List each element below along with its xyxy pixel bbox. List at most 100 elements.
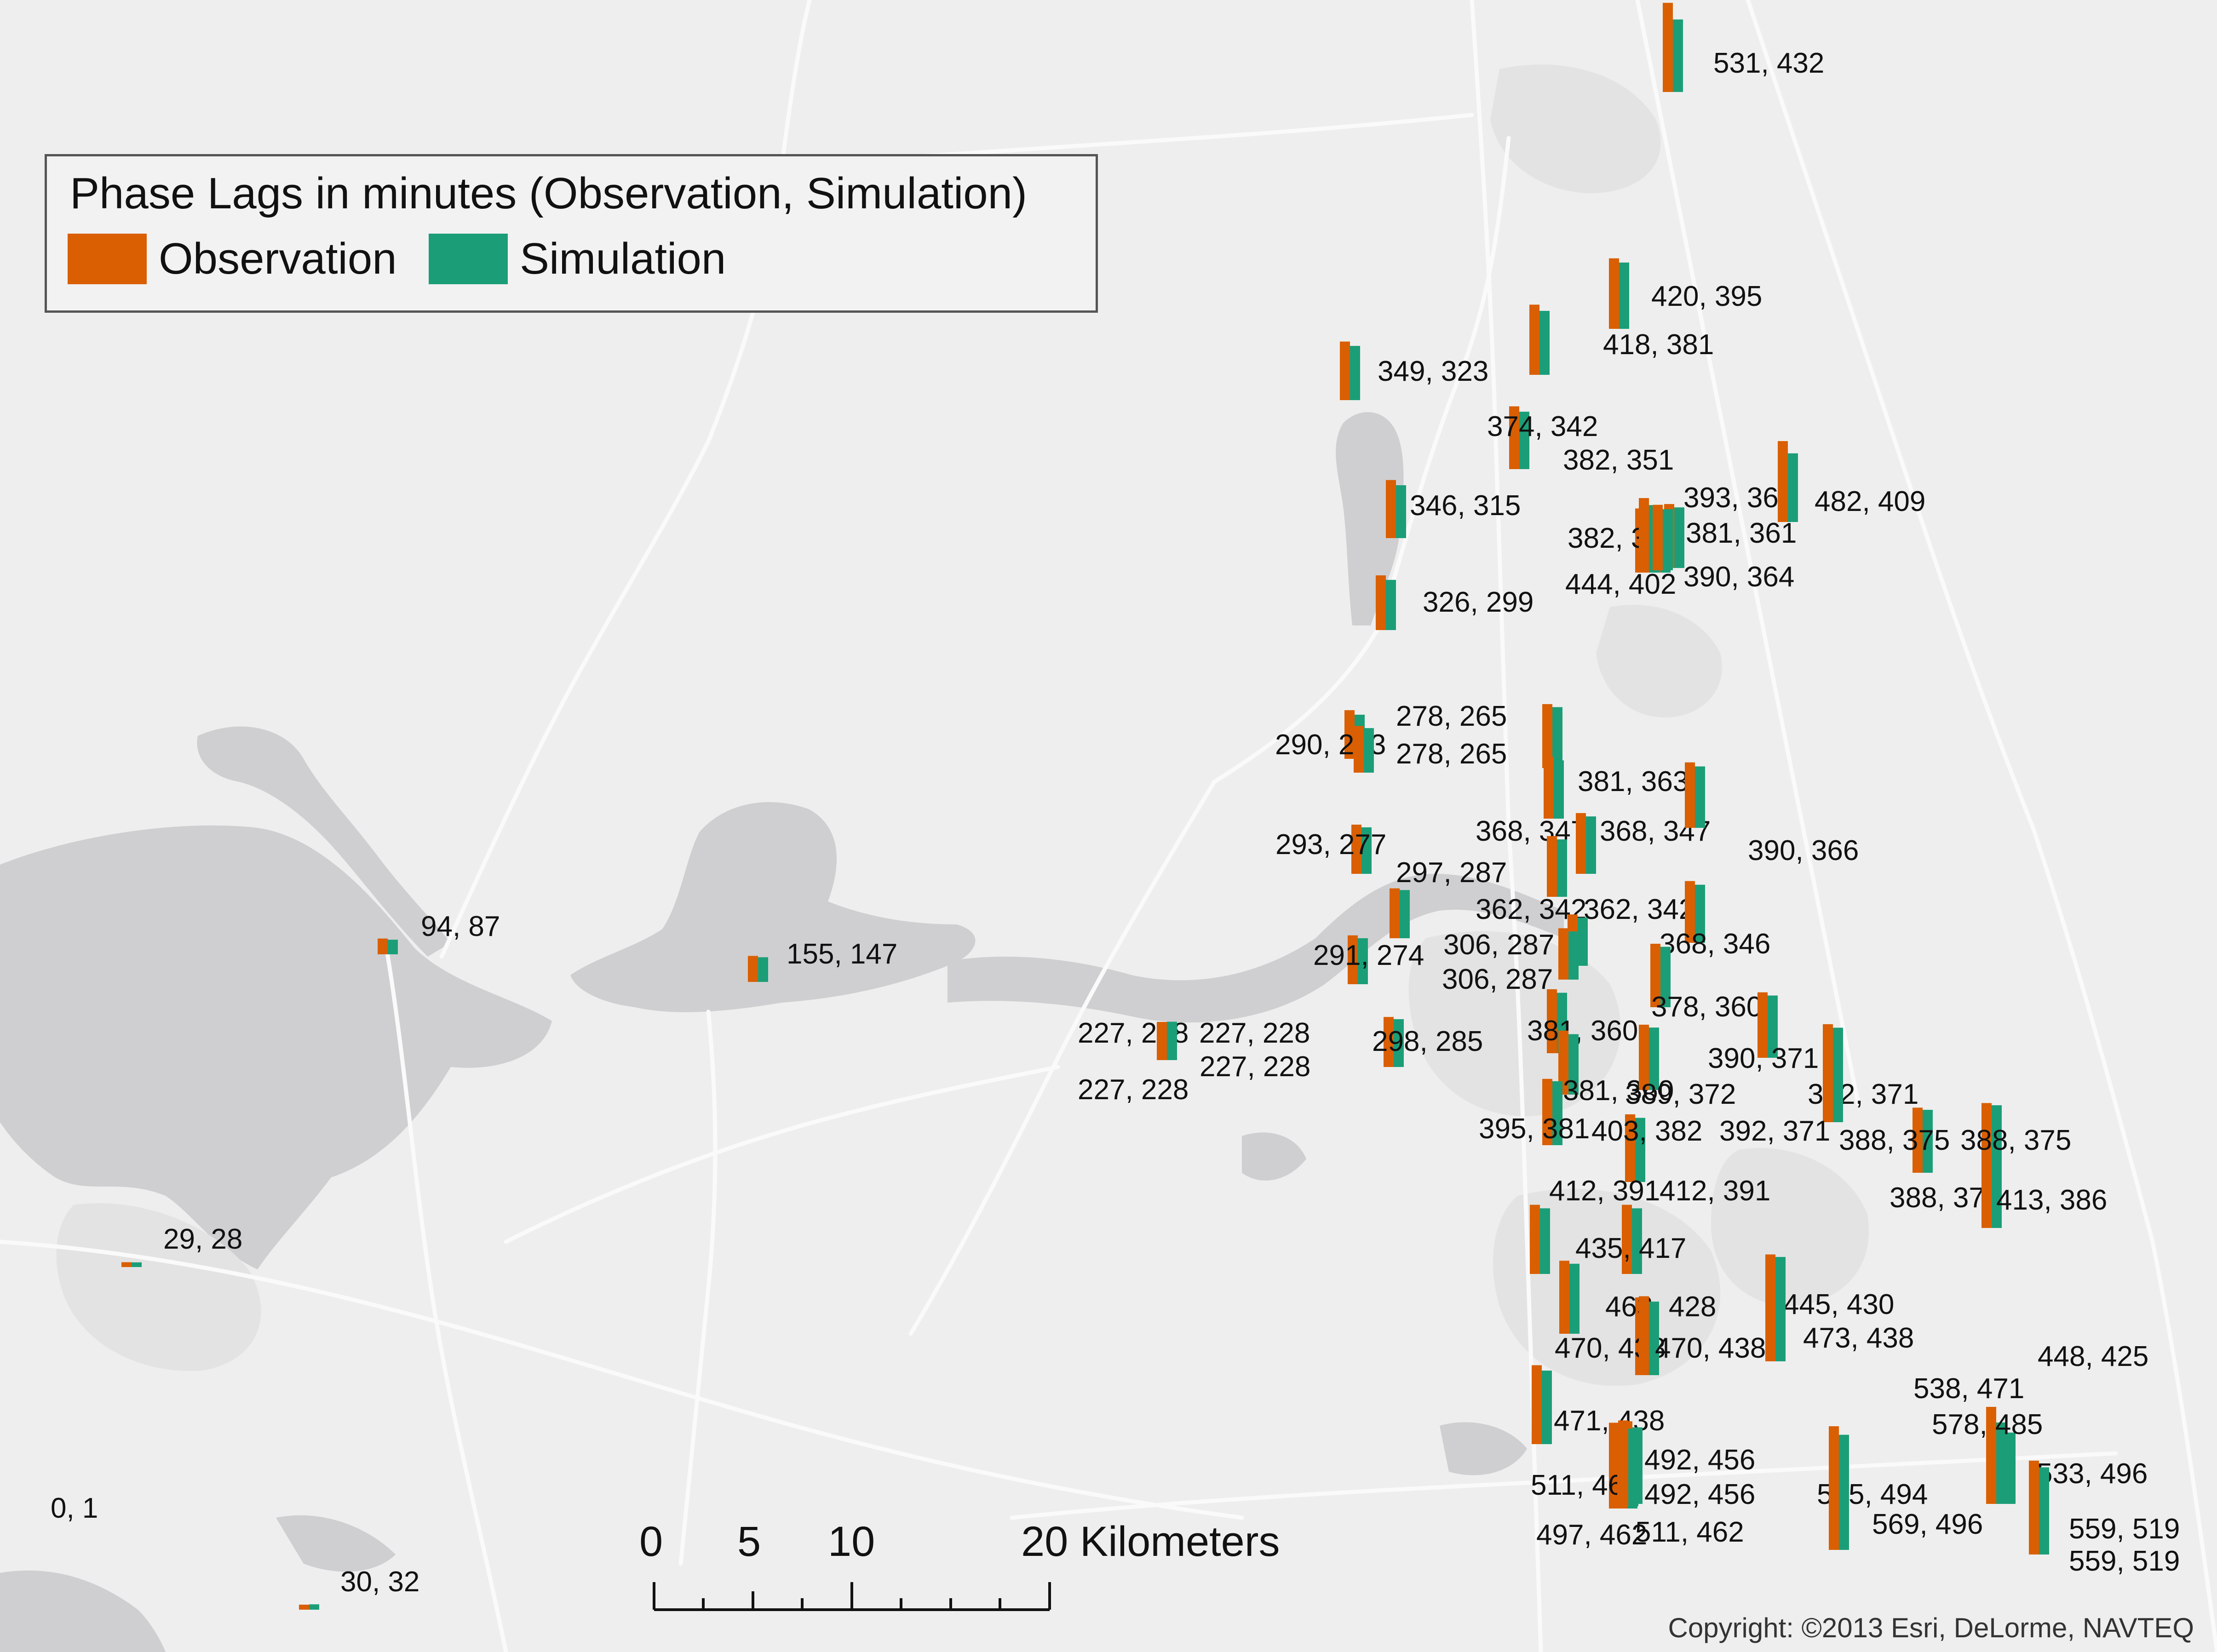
station-marker[interactable]: 297, 287	[1390, 857, 1507, 938]
observation-bar	[1558, 1030, 1568, 1095]
station-marker[interactable]: 412, 391	[1530, 1175, 1660, 1274]
station-label: 306, 287	[1443, 929, 1554, 961]
simulation-bar	[1992, 1105, 2002, 1168]
station-marker[interactable]: 403, 382	[1591, 1114, 1702, 1182]
simulation-bar	[1394, 1019, 1404, 1067]
station-label: 368, 346	[1660, 928, 1770, 960]
station-marker[interactable]: 473, 438	[1765, 1282, 1914, 1361]
observation-bar	[1765, 1282, 1775, 1361]
station-marker[interactable]: 392, 371	[1719, 1056, 1843, 1147]
observation-bar	[1376, 575, 1386, 630]
simulation-bar	[1542, 1371, 1552, 1444]
observation-bar	[1982, 1103, 1992, 1168]
station-label: 381, 361	[1686, 517, 1797, 549]
observation-bar	[1354, 726, 1364, 773]
station-marker[interactable]: 413, 386	[1982, 1159, 2107, 1228]
observation-bar	[1639, 1296, 1649, 1375]
station-label: 349, 323	[1378, 356, 1488, 387]
station-label: 293, 277	[1275, 829, 1386, 860]
station-marker[interactable]: 349, 323	[1340, 341, 1488, 400]
station-label: 378, 360	[1651, 991, 1762, 1023]
station-marker[interactable]: 368, 346	[1660, 881, 1770, 960]
station-marker[interactable]: 390, 371	[1708, 992, 1819, 1074]
station-marker[interactable]: 378, 360	[1650, 944, 1762, 1023]
legend-label-observation: Observation	[159, 234, 397, 283]
station-label: 413, 386	[1996, 1184, 2107, 1216]
station-label: 362, 342	[1584, 894, 1694, 925]
station-label: 326, 299	[1423, 586, 1534, 618]
station-label: 278, 265	[1396, 700, 1507, 732]
station-marker[interactable]: 395, 381	[1479, 1078, 1590, 1145]
station-marker[interactable]: 362, 342	[1576, 813, 1694, 925]
simulation-bar	[1539, 310, 1550, 375]
observation-bar	[1384, 1017, 1394, 1067]
observation-bar	[378, 938, 388, 954]
station-label: 346, 315	[1410, 490, 1521, 522]
observation-bar	[1982, 1159, 1992, 1228]
station-marker[interactable]: 388, 375	[1839, 1107, 1950, 1173]
simulation-bar	[1775, 1288, 1786, 1361]
station-marker[interactable]: 390, 366	[1685, 762, 1859, 866]
station-label: 306, 287	[1442, 964, 1553, 995]
station-label: 390, 364	[1683, 561, 1794, 593]
station-marker[interactable]: 0, 1	[51, 1492, 98, 1524]
station-marker[interactable]: 412, 391	[1622, 1175, 1770, 1274]
legend: Phase Lags in minutes (Observation, Simu…	[45, 154, 1098, 313]
station-marker[interactable]: 293, 277	[1275, 825, 1386, 874]
station-marker[interactable]: 306, 287	[1443, 914, 1588, 966]
station-marker[interactable]: 388, 375	[1960, 1103, 2071, 1168]
station-marker[interactable]: 418, 381	[1529, 304, 1714, 375]
station-marker[interactable]: 470, 438	[1639, 1296, 1766, 1375]
simulation-bar	[1540, 1208, 1550, 1274]
station-marker[interactable]: 94, 87	[378, 911, 500, 954]
station-marker[interactable]: 346, 315	[1386, 480, 1521, 538]
observation-bar	[1542, 704, 1552, 768]
station-marker[interactable]: 278, 265	[1354, 726, 1507, 773]
station-label: 390, 371	[1708, 1043, 1819, 1074]
observation-bar	[1663, 3, 1673, 92]
station-marker[interactable]: 381, 363	[1542, 704, 1689, 797]
station-marker[interactable]: 381, 360	[1527, 989, 1638, 1053]
simulation-bar	[1996, 1422, 2006, 1504]
station-marker[interactable]: 374, 342	[1487, 406, 1598, 469]
station-label: 291, 274	[1313, 940, 1424, 971]
station-marker[interactable]: 155, 147	[748, 938, 897, 982]
station-marker[interactable]: 298, 285	[1372, 1017, 1483, 1067]
simulation-bar	[132, 1262, 142, 1267]
observation-bar	[1778, 441, 1788, 522]
observation-bar	[1685, 881, 1695, 943]
station-label: 381, 360	[1527, 1015, 1638, 1047]
station-marker[interactable]: 511, 462	[1618, 1420, 1744, 1548]
stations-layer: 531, 432 420, 395 418, 381 349, 323 374, 342…	[51, 3, 2180, 1610]
scale-label-5: 5	[737, 1518, 761, 1565]
station-marker[interactable]: 559, 519	[2029, 1460, 2180, 1577]
station-marker[interactable]: 227, 228	[1078, 1021, 1189, 1106]
station-label: 403, 382	[1591, 1115, 1702, 1147]
station-marker[interactable]: 389, 372	[1625, 1025, 1736, 1110]
observation-bar	[1829, 1454, 1839, 1550]
station-marker[interactable]: 390, 364	[1653, 505, 1794, 593]
observation-bar	[1348, 935, 1358, 984]
station-marker[interactable]: 420, 395	[1609, 258, 1762, 329]
station-marker[interactable]: 531, 432	[1663, 3, 1824, 92]
observation-bar	[2029, 1460, 2039, 1554]
station-marker[interactable]: 435, 417	[1559, 1233, 1686, 1334]
station-marker[interactable]: 482, 409	[1778, 441, 1925, 522]
station-marker[interactable]: 569, 496	[1829, 1454, 1983, 1550]
simulation-bar	[1695, 884, 1705, 943]
station-marker[interactable]: 368, 347	[1544, 757, 1711, 847]
station-marker[interactable]: 291, 274	[1313, 935, 1424, 984]
station-marker[interactable]: 30, 32	[299, 1566, 419, 1610]
station-marker[interactable]: 306, 287	[1442, 928, 1579, 995]
simulation-bar	[1619, 262, 1629, 329]
station-label: 412, 391	[1549, 1175, 1660, 1207]
station-marker[interactable]: 326, 299	[1376, 575, 1534, 630]
simulation-bar	[1358, 938, 1368, 984]
simulation-bar	[309, 1604, 319, 1610]
station-marker[interactable]: 29, 28	[121, 1223, 242, 1267]
observation-bar	[1558, 928, 1568, 980]
scale-bar-ticks	[653, 1582, 1051, 1611]
observation-bar	[1622, 1205, 1632, 1274]
station-marker[interactable]: 578, 485	[1932, 1407, 2043, 1504]
